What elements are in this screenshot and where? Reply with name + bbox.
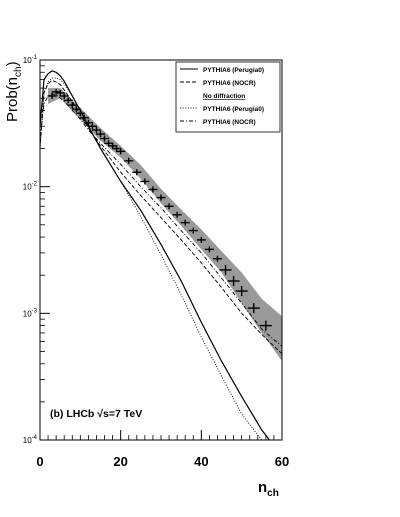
data-point — [75, 110, 85, 117]
data-point — [116, 148, 126, 155]
data-point — [219, 264, 232, 275]
curves-layer — [40, 70, 282, 440]
data-point — [112, 145, 122, 152]
data-point — [87, 123, 97, 130]
data-point — [63, 97, 73, 104]
y-tick-label: 10-3 — [23, 308, 38, 318]
data-point — [55, 89, 65, 96]
x-axis-label-main: n — [258, 479, 267, 496]
data-point — [67, 102, 77, 109]
y-axis-label-main: Prob(n — [4, 77, 21, 122]
data-point — [47, 92, 57, 99]
y-tick-label: 10-1 — [23, 55, 38, 65]
data-point — [83, 119, 93, 126]
series-line-dotted — [40, 77, 282, 440]
legend-label: PYTHIA6 (Perugia0) — [203, 106, 264, 113]
x-tick-label: 60 — [275, 454, 289, 469]
x-tick-label: 20 — [113, 454, 127, 469]
x-axis-label-sub: ch — [267, 488, 279, 499]
data-point — [148, 186, 158, 193]
y-axis-label-close: ) — [4, 61, 21, 66]
data-point — [100, 135, 110, 142]
svg-text:Prob(nch): Prob(nch) — [4, 61, 24, 122]
legend-header: No diffraction — [203, 93, 245, 100]
data-point — [51, 88, 61, 95]
legend: PYTHIA6 (Perugia0) PYTHIA6 (NOCR) No diffr… — [175, 61, 281, 133]
data-point — [79, 114, 89, 121]
legend-label: PYTHIA6 (NOCR) — [203, 119, 256, 126]
data-point — [164, 203, 174, 210]
legend-box — [175, 61, 281, 133]
x-tick-label: 40 — [194, 454, 208, 469]
data-point — [212, 255, 222, 262]
ticks-layer: 0 20 40 60 10-1 10-2 10-3 10-4 — [23, 55, 289, 469]
data-point — [204, 246, 214, 253]
legend-label: PYTHIA6 (NOCR) — [203, 80, 256, 87]
data-point — [188, 227, 198, 234]
data-points-layer — [47, 88, 272, 331]
y-axis-label-sub: ch — [13, 66, 24, 77]
data-point — [96, 131, 105, 138]
energy-annotation: (b) LHCb √s=7 TeV — [50, 408, 142, 420]
data-point — [235, 286, 248, 297]
y-tick-label: 10-4 — [23, 435, 38, 445]
y-tick-label: 10-2 — [23, 182, 38, 192]
data-point — [132, 169, 142, 176]
y-axis-label: Prob(nch) — [4, 61, 24, 122]
data-point — [247, 303, 260, 314]
data-point — [71, 106, 81, 113]
data-point — [227, 275, 240, 286]
x-axis-label: nch — [258, 479, 279, 499]
data-point — [59, 92, 69, 99]
data-point — [124, 157, 134, 164]
data-point — [156, 194, 166, 201]
data-point — [91, 127, 101, 134]
data-point — [172, 211, 182, 218]
x-tick-label: 0 — [36, 454, 43, 469]
data-point — [180, 219, 190, 226]
data-point — [196, 236, 206, 243]
series-line-dashed — [40, 79, 282, 355]
series-line-dashdot — [40, 93, 282, 347]
legend-entries: PYTHIA6 (Perugia0) PYTHIA6 (NOCR) No diffr… — [180, 67, 264, 126]
legend-label: PYTHIA6 (Perugia0) — [203, 67, 264, 74]
data-point — [140, 178, 150, 185]
data-point — [259, 320, 272, 331]
